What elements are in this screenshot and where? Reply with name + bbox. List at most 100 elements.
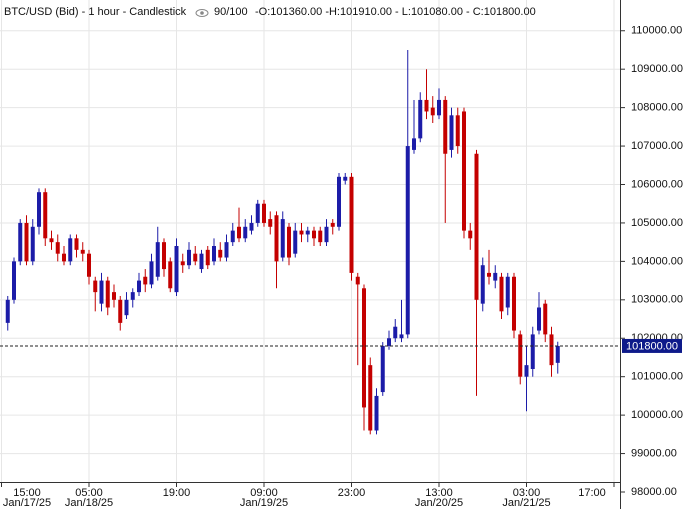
- candle-body: [112, 292, 116, 300]
- y-tick-label: 103000.00: [631, 294, 683, 306]
- x-tick-label: 17:00: [578, 487, 606, 499]
- y-tick-label: 105000.00: [631, 217, 683, 229]
- candle-body: [443, 99, 448, 154]
- y-tick-label: 104000.00: [631, 255, 683, 267]
- candle-body: [355, 276, 360, 285]
- candle-body: [262, 203, 266, 223]
- candle-body: [343, 176, 348, 181]
- candle-body: [505, 276, 510, 308]
- candle-body: [87, 253, 91, 277]
- candle-body: [5, 299, 10, 323]
- candle-body: [330, 222, 335, 227]
- candle-body: [30, 226, 35, 262]
- candle-body: [199, 253, 204, 270]
- x-tick-date: Jan/19/25: [240, 497, 288, 509]
- plot-area: [0, 49, 620, 435]
- candle-body: [187, 249, 191, 266]
- candle-body: [362, 288, 366, 408]
- counter: 90/100: [214, 6, 248, 18]
- candle-body: [424, 99, 429, 112]
- candle-body: [243, 226, 248, 239]
- candle-body: [118, 299, 123, 323]
- candle-body: [224, 242, 229, 258]
- y-tick-label: 106000.00: [631, 178, 683, 190]
- x-tick-label: 13:00: [425, 487, 453, 499]
- candle-body: [24, 222, 29, 262]
- candle-body: [524, 365, 529, 377]
- y-tick-label: 108000.00: [631, 102, 683, 114]
- candle-body: [80, 249, 85, 254]
- y-tick-label: 99000.00: [631, 447, 677, 459]
- candle-body: [212, 246, 216, 262]
- candle-body: [374, 395, 379, 431]
- candle-body: [493, 272, 498, 281]
- x-tick-label: 19:00: [163, 487, 191, 499]
- candle-body: [18, 222, 23, 262]
- candle-body: [324, 226, 329, 243]
- candle-body: [293, 230, 298, 254]
- candle-body: [12, 261, 16, 300]
- candle-body: [268, 219, 273, 227]
- candle-body: [255, 203, 260, 223]
- y-tick-label: 100000.00: [631, 409, 683, 421]
- candle-body: [68, 238, 73, 262]
- x-tick-label: 23:00: [338, 487, 366, 499]
- candle-body: [518, 334, 523, 377]
- candle-body: [93, 280, 98, 293]
- x-tick-date: Jan/21/25: [502, 497, 550, 509]
- candle-body: [449, 115, 454, 150]
- candle-body: [480, 265, 485, 304]
- x-tick-label: 03:00: [513, 487, 541, 499]
- candle-body: [230, 230, 235, 243]
- candle-body: [368, 365, 373, 431]
- x-tick-label: 09:00: [250, 487, 278, 499]
- candle-body: [418, 99, 423, 139]
- candle-body: [49, 238, 54, 243]
- candle-body: [549, 334, 554, 366]
- candle-body: [149, 261, 154, 285]
- candle-body: [349, 176, 354, 273]
- y-tick-label: 98000.00: [631, 486, 677, 498]
- x-tick-date: Jan/20/25: [415, 497, 463, 509]
- y-tick-label: 109000.00: [631, 63, 683, 75]
- candle-body: [474, 153, 479, 300]
- candle-body: [124, 299, 129, 316]
- candle-body: [455, 115, 460, 147]
- candle-body: [393, 326, 398, 339]
- last-price-box: [622, 338, 682, 353]
- candle-body: [512, 276, 516, 331]
- candle-body: [205, 249, 210, 266]
- candle-body: [55, 242, 60, 254]
- candle-body: [168, 261, 173, 289]
- y-axis: 98000.0099000.00100000.00101000.00102000…: [620, 25, 683, 498]
- candle-body: [299, 230, 304, 235]
- candle-body: [249, 222, 254, 231]
- candle-body: [99, 280, 104, 304]
- candle-body: [380, 345, 385, 393]
- candle-body: [468, 230, 473, 239]
- x-tick-label: 05:00: [75, 487, 103, 499]
- candle-body: [555, 345, 560, 363]
- x-tick-date: Jan/18/25: [65, 497, 113, 509]
- candle-body: [237, 226, 241, 239]
- eye-icon: [195, 9, 209, 17]
- candle-body: [387, 338, 391, 346]
- candle-body: [462, 111, 466, 231]
- candle-body: [487, 272, 491, 277]
- candle-body: [537, 307, 541, 331]
- grid: [0, 0, 620, 482]
- x-tick-label: 15:00: [13, 487, 41, 499]
- candle-body: [74, 238, 79, 250]
- candle-body: [530, 334, 535, 369]
- candle-body: [180, 261, 185, 266]
- last-price-label: 101800.00: [626, 340, 678, 352]
- ohlc-readout: -O:101360.00 -H:101910.00 - L:101080.00 …: [255, 6, 536, 18]
- y-tick-label: 110000.00: [631, 25, 682, 37]
- candle-body: [543, 303, 548, 335]
- candle-body: [218, 249, 223, 258]
- candle-body: [437, 99, 441, 116]
- candle-body: [137, 280, 141, 293]
